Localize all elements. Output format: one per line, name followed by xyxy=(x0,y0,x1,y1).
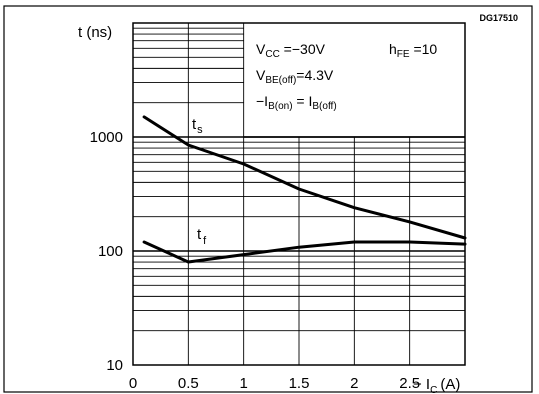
series-label-ts-main: t xyxy=(192,116,197,133)
condition-vcc: VCC =−30V xyxy=(256,41,326,60)
condition-ib-sub2: B(off) xyxy=(312,101,336,112)
x-tick-label-0.5: 0.5 xyxy=(178,375,199,392)
condition-ib-sub1: B(on) xyxy=(268,101,292,112)
condition-vbe: VBE(off)=4.3V xyxy=(256,67,334,86)
figure-border xyxy=(3,5,533,393)
series-line-ts xyxy=(142,115,467,240)
figure-code: DG17510 xyxy=(479,13,518,23)
series-label-tf-sub: f xyxy=(203,235,207,247)
plot-frame xyxy=(132,22,466,366)
condition-vcc-main: V xyxy=(256,41,266,57)
curves xyxy=(142,115,467,264)
x-axis-title: − IC (A) xyxy=(413,376,460,394)
condition-hfe-sub: FE xyxy=(397,49,410,60)
condition-vcc-sub: CC xyxy=(265,49,279,60)
conditions-annotation: VCC =−30V hFE =10 VBE(off)=4.3V −IB(on) … xyxy=(256,41,437,112)
y-tick-label-10: 10 xyxy=(106,357,123,374)
y-tick-label-1000: 1000 xyxy=(90,129,123,146)
condition-vcc-rest: =−30V xyxy=(280,41,326,57)
condition-hfe: hFE =10 xyxy=(389,41,437,60)
condition-vbe-sub: BE(off) xyxy=(265,75,296,86)
x-tick-label-1: 1 xyxy=(239,375,247,392)
condition-hfe-main: h xyxy=(389,41,397,57)
condition-ib-mid: = I xyxy=(293,93,313,109)
series-label-ts: ts xyxy=(192,116,203,136)
x-tick-label-2: 2 xyxy=(350,375,358,392)
series-label-ts-sub: s xyxy=(197,124,203,136)
x-tick-label-2.5: 2.5 xyxy=(399,375,420,392)
condition-vbe-rest: =4.3V xyxy=(296,67,334,83)
x-axis-title-unit: (A) xyxy=(440,376,460,393)
condition-ib: −IB(on) = IB(off) xyxy=(256,93,337,112)
series-line-tf xyxy=(142,240,467,264)
x-tick-label-0: 0 xyxy=(129,375,137,392)
condition-ib-prefix: −I xyxy=(256,93,268,109)
condition-vbe-main: V xyxy=(256,67,266,83)
x-tick-label-1.5: 1.5 xyxy=(289,375,310,392)
y-tick-labels: 10 100 1000 xyxy=(90,129,123,374)
series-label-tf-main: t xyxy=(197,226,202,243)
y-tick-label-100: 100 xyxy=(98,243,123,260)
condition-hfe-rest: =10 xyxy=(410,41,438,57)
y-axis-title: t (ns) xyxy=(78,24,112,41)
x-axis-title-main: − I xyxy=(413,376,430,393)
x-axis-title-sub: C xyxy=(430,385,437,394)
x-tick-labels: 0 0.5 1 1.5 2 2.5 xyxy=(129,375,420,392)
